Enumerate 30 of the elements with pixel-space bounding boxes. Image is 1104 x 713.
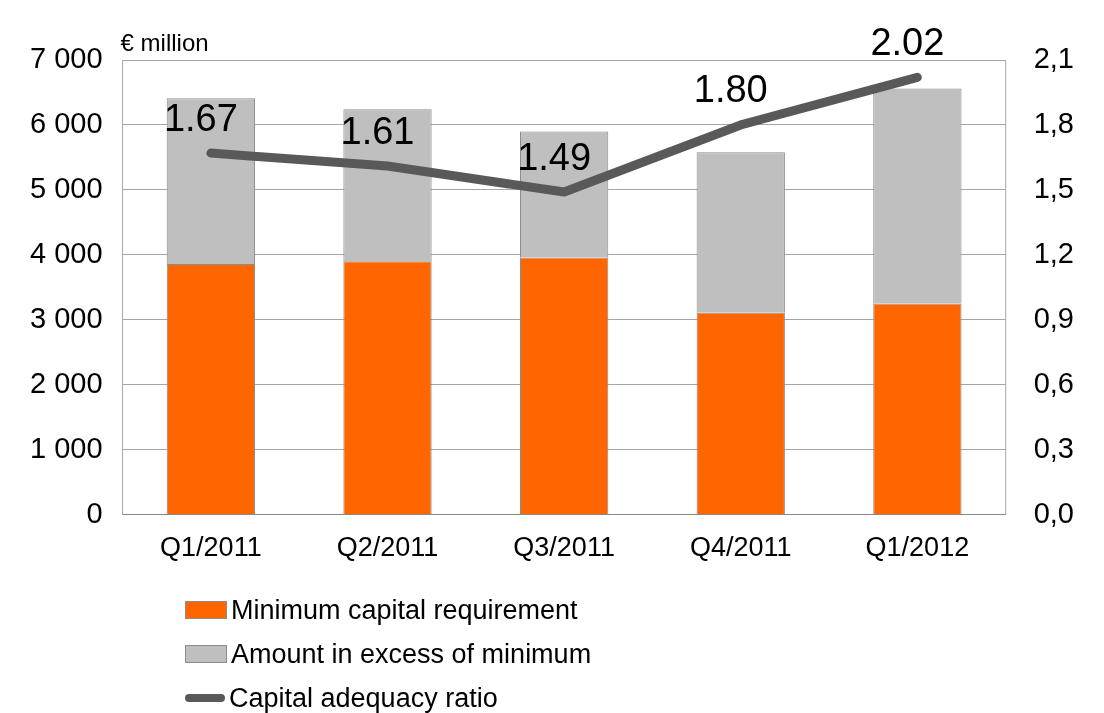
legend-label: Minimum capital requirement [231, 594, 578, 626]
legend-label: Capital adequacy ratio [229, 682, 498, 713]
x-tick-label: Q4/2011 [689, 532, 792, 563]
y2-tick-label: 0,9 [1033, 301, 1075, 334]
data-label: 1.61 [340, 109, 415, 152]
y-tick-label: 4 000 [29, 236, 103, 269]
x-tick-label: Q3/2011 [513, 532, 615, 563]
y2-tick-label: 2,1 [1033, 42, 1075, 74]
y2-tick-label: 1,8 [1033, 106, 1075, 139]
data-label: 1.80 [693, 68, 768, 111]
y-tick-label: 5 000 [29, 171, 103, 204]
data-label: 1.49 [517, 135, 592, 178]
y-tick-label: 0 [86, 496, 103, 529]
data-label: 1.67 [163, 96, 238, 139]
y2-tick-label: 0,6 [1033, 366, 1075, 399]
x-tick-label: Q2/2011 [336, 532, 439, 563]
y-tick-label: 6 000 [29, 106, 103, 139]
y2-tick-label: 1,2 [1033, 236, 1075, 269]
y-tick-label: 3 000 [29, 301, 103, 334]
x-tick-label: Q1/2012 [865, 532, 970, 563]
y-tick-label: 7 000 [29, 42, 103, 74]
y2-tick-label: 1,5 [1033, 171, 1075, 204]
y-tick-label: 2 000 [29, 366, 103, 399]
x-tick-label: Q1/2011 [160, 532, 262, 563]
y-tick-label: 1 000 [29, 431, 103, 464]
y-axis-title: € million [120, 28, 209, 56]
y2-tick-label: 0,0 [1033, 496, 1075, 529]
legend-label: Amount in excess of minimum [231, 638, 592, 670]
y2-tick-label: 0,3 [1033, 431, 1075, 464]
data-label: 2.02 [870, 20, 945, 63]
